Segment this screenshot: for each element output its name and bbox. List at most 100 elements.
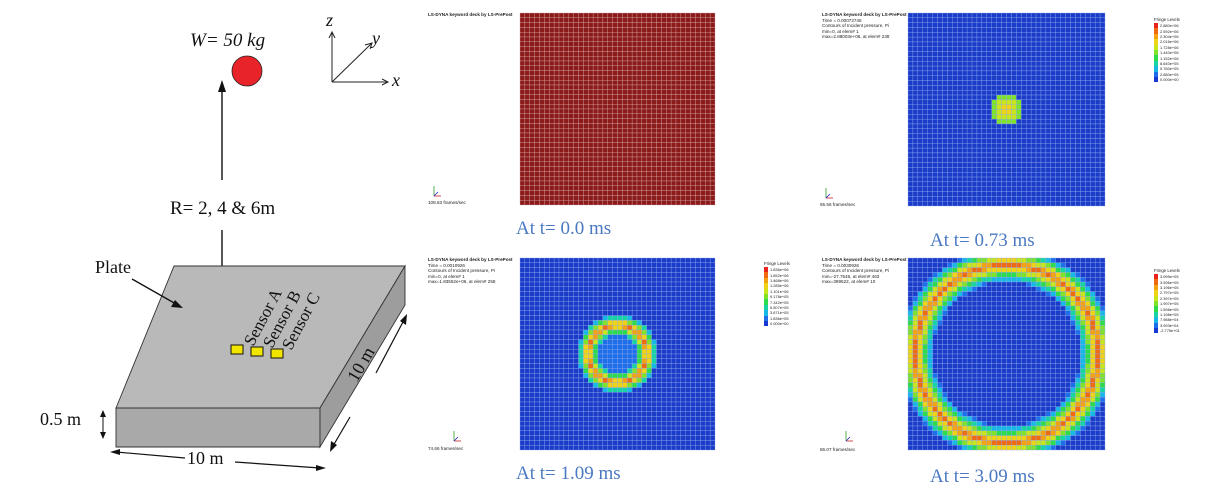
mesh-element bbox=[612, 46, 618, 52]
mesh-element bbox=[583, 286, 589, 292]
mesh-element bbox=[597, 397, 604, 403]
mesh-element bbox=[529, 166, 535, 172]
mesh-element bbox=[1085, 176, 1091, 183]
mesh-element bbox=[524, 190, 530, 196]
mesh-element bbox=[661, 397, 667, 403]
mesh-element bbox=[1016, 22, 1022, 28]
mesh-element bbox=[695, 99, 701, 105]
mesh-element bbox=[597, 176, 604, 182]
mesh-element bbox=[1094, 46, 1101, 52]
panel-2-mesh bbox=[907, 12, 1106, 207]
mesh-element bbox=[661, 137, 667, 143]
mesh-element bbox=[932, 56, 938, 62]
mesh-element bbox=[996, 41, 1002, 47]
mesh-element bbox=[1016, 191, 1022, 197]
mesh-element bbox=[651, 382, 657, 388]
mesh-element bbox=[641, 27, 647, 33]
mesh-element bbox=[553, 41, 560, 47]
mesh-element bbox=[578, 41, 584, 47]
mesh-element bbox=[1094, 196, 1101, 202]
mesh-element bbox=[529, 123, 535, 129]
mesh-element bbox=[617, 310, 623, 316]
mesh-element bbox=[544, 180, 550, 186]
mesh-element bbox=[549, 301, 555, 307]
mesh-element bbox=[549, 411, 555, 417]
mesh-element bbox=[588, 27, 594, 33]
mesh-element bbox=[563, 440, 569, 446]
mesh-element bbox=[705, 363, 711, 369]
mesh-element bbox=[573, 406, 579, 412]
mesh-element bbox=[670, 161, 677, 167]
mesh-element bbox=[534, 75, 540, 81]
mesh-element bbox=[907, 310, 914, 316]
mesh-element bbox=[1090, 94, 1096, 101]
mesh-element bbox=[539, 277, 545, 283]
mesh-element bbox=[607, 152, 613, 158]
mesh-element bbox=[558, 315, 565, 321]
mesh-element bbox=[534, 440, 540, 446]
mesh-element bbox=[534, 56, 540, 62]
mesh-element bbox=[947, 181, 953, 187]
mesh-element bbox=[695, 411, 701, 417]
mesh-element bbox=[631, 435, 638, 441]
mesh-element bbox=[685, 185, 691, 191]
mesh-element bbox=[912, 65, 919, 72]
mesh-element bbox=[922, 167, 928, 173]
mesh-element bbox=[685, 440, 691, 446]
mesh-element bbox=[685, 406, 691, 412]
mesh-element bbox=[607, 267, 613, 273]
mesh-element bbox=[553, 161, 560, 167]
mesh-element bbox=[631, 334, 638, 340]
mesh-element bbox=[937, 104, 943, 110]
mesh-element bbox=[1060, 181, 1066, 187]
mesh-element bbox=[675, 200, 682, 206]
mesh-element bbox=[622, 113, 628, 119]
mesh-element bbox=[957, 147, 963, 154]
mesh-element bbox=[976, 46, 983, 52]
mesh-element bbox=[573, 291, 579, 297]
mesh-element bbox=[578, 392, 584, 398]
mesh-element bbox=[553, 310, 560, 316]
mesh-element bbox=[709, 180, 716, 186]
mesh-element bbox=[592, 329, 599, 335]
mesh-element bbox=[1085, 12, 1091, 18]
mesh-element bbox=[583, 195, 589, 201]
mesh-element bbox=[1090, 99, 1096, 105]
mesh-element bbox=[631, 291, 638, 297]
mesh-element bbox=[661, 17, 667, 23]
mesh-element bbox=[685, 123, 691, 129]
mesh-element bbox=[1099, 75, 1106, 81]
mesh-element bbox=[607, 382, 613, 388]
mesh-element bbox=[1080, 176, 1086, 183]
mesh-element bbox=[529, 325, 535, 331]
mesh-element bbox=[942, 147, 948, 154]
mesh-element bbox=[927, 12, 933, 18]
mesh-element bbox=[563, 89, 569, 95]
mesh-element bbox=[1045, 17, 1051, 23]
mesh-element bbox=[1040, 191, 1047, 197]
mesh-element bbox=[636, 416, 643, 422]
mesh-element bbox=[927, 201, 933, 207]
mesh-element bbox=[622, 75, 628, 81]
mesh-element bbox=[583, 171, 589, 177]
mesh-element bbox=[602, 56, 608, 62]
mesh-element bbox=[622, 195, 628, 201]
mesh-element bbox=[907, 94, 914, 101]
mesh-element bbox=[1040, 143, 1047, 149]
mesh-element bbox=[1075, 152, 1081, 158]
mesh-element bbox=[612, 416, 618, 422]
mesh-element bbox=[602, 329, 608, 335]
mesh-element bbox=[1080, 109, 1086, 115]
mesh-element bbox=[631, 195, 638, 201]
mesh-element bbox=[1065, 46, 1071, 52]
mesh-element bbox=[685, 36, 691, 42]
mesh-element bbox=[578, 382, 584, 388]
mesh-element bbox=[700, 397, 706, 403]
mesh-element bbox=[558, 80, 565, 86]
mesh-element bbox=[651, 84, 657, 90]
mesh-element bbox=[917, 65, 923, 72]
mesh-element bbox=[1085, 46, 1091, 52]
mesh-element bbox=[597, 56, 604, 62]
mesh-element bbox=[1006, 133, 1012, 139]
mesh-element bbox=[937, 167, 943, 173]
